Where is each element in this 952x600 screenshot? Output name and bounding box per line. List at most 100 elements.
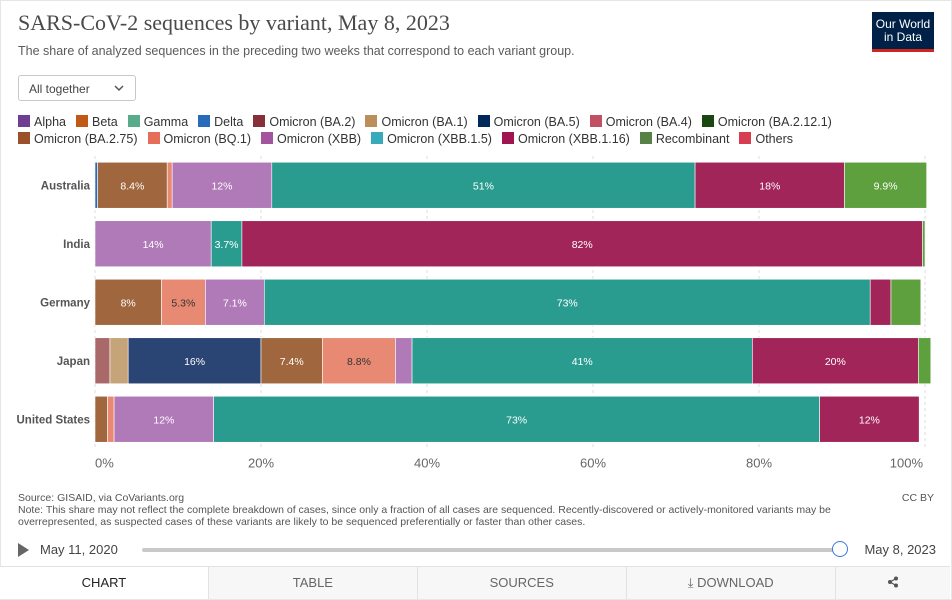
bar-segment[interactable] — [166, 161, 173, 209]
data-label: 18% — [759, 180, 780, 192]
play-icon[interactable] — [18, 543, 29, 557]
bar-segment[interactable] — [109, 337, 129, 385]
data-label: 41% — [572, 356, 593, 368]
x-tick-label: 80% — [746, 456, 772, 471]
stacking-selector[interactable]: All together — [18, 75, 136, 101]
bar-segment[interactable] — [94, 220, 212, 268]
bar-segment[interactable] — [213, 395, 820, 443]
tab-chart[interactable]: CHART — [0, 567, 208, 599]
bar-segment[interactable] — [97, 161, 168, 209]
chart-subtitle: The share of analyzed sequences in the p… — [18, 44, 575, 58]
timeline-track[interactable] — [142, 548, 838, 552]
bar-segment[interactable] — [241, 220, 923, 268]
tab-share[interactable] — [834, 567, 950, 599]
legend-item[interactable]: Omicron (BA.2.12.1) — [701, 114, 832, 131]
legend-item[interactable]: Omicron (XBB.1.16) — [501, 131, 630, 148]
bar-segment[interactable] — [260, 337, 323, 385]
bar-segment[interactable] — [694, 161, 845, 209]
bar-segment[interactable] — [94, 278, 162, 326]
legend-item[interactable]: Others — [739, 131, 793, 148]
bar-segment[interactable] — [113, 395, 214, 443]
timeline: May 11, 2020 May 8, 2023 — [18, 540, 938, 560]
legend-item[interactable]: Omicron (XBB) — [261, 131, 361, 148]
legend-label: Omicron (BA.4) — [605, 115, 692, 129]
legend-label: Omicron (XBB.1.5) — [387, 132, 492, 146]
bar-segment[interactable] — [127, 337, 262, 385]
data-label: 5.3% — [171, 297, 195, 309]
legend-swatch — [365, 115, 378, 127]
bar-segment[interactable] — [819, 395, 920, 443]
legend-swatch — [639, 132, 652, 144]
legend-label: Omicron (BA.2) — [269, 115, 356, 129]
source-text: Source: GISAID, via CoVariants.org — [18, 492, 185, 504]
category-label: Germany — [40, 297, 90, 309]
x-tick-label: 60% — [580, 456, 606, 471]
share-icon — [887, 576, 898, 588]
legend-label: Delta — [214, 115, 244, 129]
legend-item[interactable]: Omicron (XBB.1.5) — [371, 131, 492, 148]
bar-segment[interactable] — [395, 337, 413, 385]
tab-sources[interactable]: SOURCES — [416, 567, 626, 599]
chart-legend: Alpha Beta Gamma Delta Omicron (BA.2) Omicron… — [18, 114, 918, 148]
legend-label: Beta — [91, 115, 118, 129]
bar-segment[interactable] — [411, 337, 753, 385]
source-note: Source: GISAID, via CoVariants.org Note:… — [18, 492, 898, 528]
x-tick-label: 100% — [890, 456, 924, 471]
chart-title: SARS-CoV-2 sequences by variant, May 8, … — [18, 10, 450, 35]
legend-item[interactable]: Omicron (BA.2.75) — [18, 131, 138, 148]
license-label[interactable]: CC BY — [901, 492, 934, 504]
x-tick-label: 40% — [414, 456, 440, 471]
logo-line2: in Data — [883, 30, 923, 44]
x-tick-label: 20% — [248, 456, 274, 471]
download-icon: ⤓ — [687, 575, 698, 590]
legend-item[interactable]: Gamma — [127, 114, 188, 131]
bar-segment[interactable] — [205, 278, 265, 326]
chevron-down-icon — [113, 80, 125, 99]
legend-swatch — [371, 132, 384, 144]
chart-svg: 0% 20% 40% 60% 80% 100% Australia 8.4% 12% 51% 18%… — [17, 156, 932, 471]
tab-bar: CHART TABLE SOURCES ⤓ DOWNLOAD — [0, 566, 950, 599]
legend-label: Omicron (BA.1) — [381, 115, 468, 129]
x-tick-label: 0% — [95, 456, 114, 471]
legend-item[interactable]: Delta — [198, 114, 243, 131]
bar-segment[interactable] — [918, 337, 932, 385]
bar-segment[interactable] — [922, 220, 926, 268]
legend-item[interactable]: Omicron (BA.2) — [253, 114, 355, 131]
bar-segment[interactable] — [171, 161, 273, 209]
legend-item[interactable]: Recombinant — [639, 131, 729, 148]
legend-label: Omicron (BA.5) — [493, 115, 580, 129]
bar-segment[interactable] — [271, 161, 696, 209]
bar-segment[interactable] — [322, 337, 396, 385]
bar-segment[interactable] — [752, 337, 919, 385]
bar-segment[interactable] — [107, 395, 115, 443]
data-label: 7.4% — [280, 356, 304, 368]
bar-segment[interactable] — [890, 278, 922, 326]
category-label: Australia — [41, 180, 91, 192]
timeline-handle[interactable] — [832, 541, 848, 557]
legend-swatch — [127, 115, 140, 127]
legend-item[interactable]: Beta — [75, 114, 118, 131]
legend-item[interactable]: Omicron (BA.4) — [589, 114, 692, 131]
category-label: Japan — [57, 356, 90, 368]
legend-label: Omicron (XBB) — [277, 132, 362, 146]
owid-logo[interactable]: Our World in Data — [872, 12, 934, 52]
bar-segment[interactable] — [94, 337, 111, 385]
legend-swatch — [18, 115, 30, 127]
legend-item[interactable]: Omicron (BQ.1) — [147, 131, 252, 148]
bar-segment[interactable] — [844, 161, 927, 209]
bar-segment[interactable] — [869, 278, 892, 326]
tab-table[interactable]: TABLE — [207, 567, 417, 599]
legend-item[interactable]: Alpha — [18, 114, 66, 131]
legend-label: Omicron (BQ.1) — [163, 132, 252, 146]
data-label: 12% — [153, 414, 174, 426]
legend-item[interactable]: Omicron (BA.1) — [365, 114, 468, 131]
legend-item[interactable]: Omicron (BA.5) — [477, 114, 580, 131]
legend-label: Omicron (BA.2.12.1) — [717, 115, 832, 129]
data-label: 8.4% — [120, 180, 144, 192]
legend-label: Omicron (BA.2.75) — [34, 132, 138, 146]
bar-segment[interactable] — [94, 395, 108, 443]
bar-segment[interactable] — [264, 278, 871, 326]
bar-segment[interactable] — [94, 161, 98, 209]
tab-download[interactable]: ⤓ DOWNLOAD — [625, 567, 835, 599]
data-label: 73% — [557, 297, 578, 309]
